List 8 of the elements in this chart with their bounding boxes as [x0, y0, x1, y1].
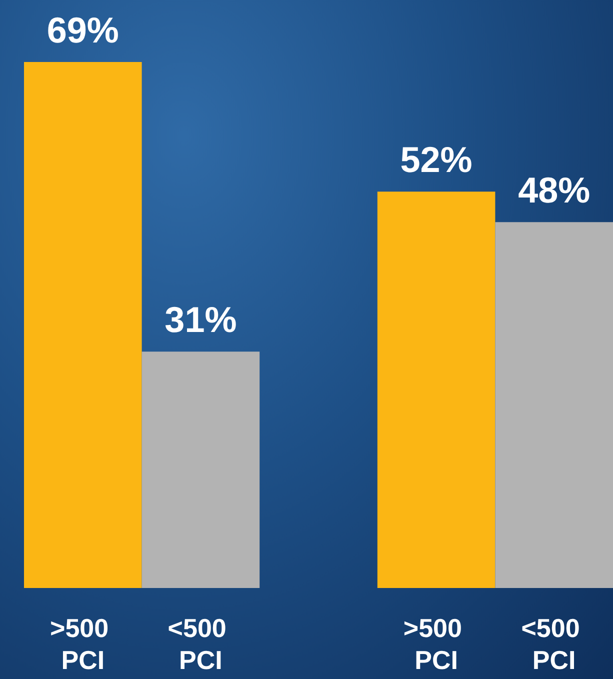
x-tick-label: <500 PCI — [168, 613, 234, 675]
x-tick-label: >500 PCI — [403, 613, 470, 675]
data-label: 52% — [400, 139, 472, 180]
x-tick-label: >500 PCI — [50, 613, 116, 675]
x-tick-label: <500 PCI — [521, 613, 587, 675]
data-label: 31% — [164, 299, 237, 340]
data-label: 48% — [518, 170, 590, 211]
data-label: 69% — [46, 10, 119, 50]
